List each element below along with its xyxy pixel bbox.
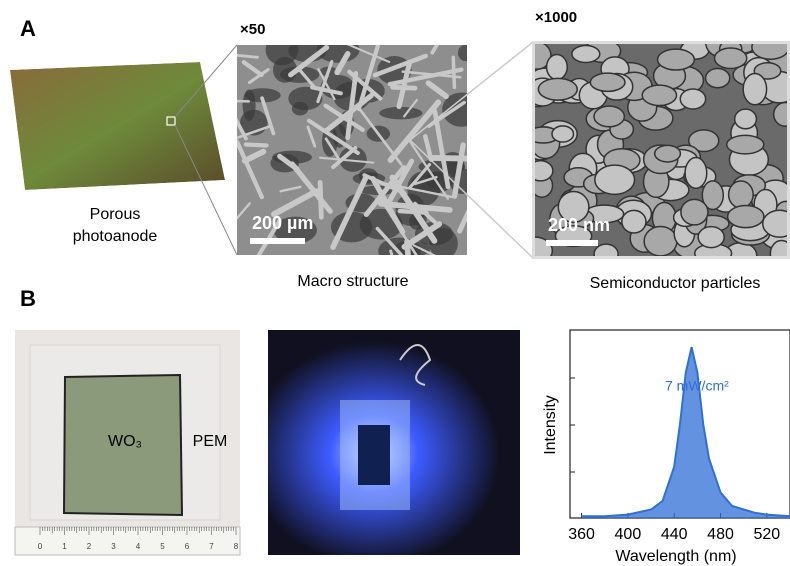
scale-bar	[546, 240, 598, 246]
pore	[292, 102, 308, 116]
ruler-label: 6	[185, 542, 190, 551]
scale-bar	[250, 238, 305, 244]
ruler	[15, 527, 240, 555]
caption: Semiconductor particles	[590, 275, 761, 292]
x-tick-label: 400	[615, 526, 642, 543]
particle	[655, 145, 681, 162]
scale-bar-label: 200 nm	[548, 215, 610, 235]
pore	[458, 45, 474, 62]
caption: Macro structure	[297, 273, 408, 290]
ruler-label: 2	[87, 542, 92, 551]
x-tick-label: 440	[661, 526, 688, 543]
panel-label: A	[20, 16, 36, 41]
particle	[572, 46, 600, 63]
particle	[594, 106, 624, 127]
particle	[547, 55, 568, 80]
figure: A Porous photoanode ×50 200 µm Macro str…	[0, 0, 790, 566]
sample-label: Porous	[90, 206, 141, 223]
surface-map	[10, 62, 225, 190]
strut	[246, 144, 267, 145]
strut	[393, 87, 415, 88]
ruler-label: 0	[38, 542, 43, 551]
particle	[590, 73, 625, 91]
x-tick-label: 480	[707, 526, 734, 543]
membrane-label: PEM	[193, 433, 228, 450]
particle	[528, 161, 553, 181]
sem-image	[196, 0, 491, 319]
ruler-label: 7	[209, 542, 214, 551]
x-axis-label: Wavelength (nm)	[615, 548, 736, 565]
particle	[595, 165, 635, 194]
particle	[622, 210, 646, 233]
magnification: ×1000	[535, 9, 577, 26]
ruler-label: 8	[234, 542, 239, 551]
particle	[706, 68, 730, 87]
particle	[658, 49, 695, 70]
y-axis-label: Intensity	[542, 395, 559, 455]
particle	[552, 126, 574, 142]
strut	[453, 57, 454, 87]
sample-label: photoanode	[73, 228, 158, 245]
particle	[728, 206, 764, 228]
particle	[538, 78, 577, 100]
particle	[685, 158, 707, 189]
particle	[715, 48, 747, 68]
particle	[743, 74, 766, 105]
particle	[735, 109, 757, 129]
y-ticks	[570, 378, 575, 472]
magnification: ×50	[240, 21, 265, 38]
cell-window	[358, 425, 390, 485]
particle	[729, 181, 754, 208]
particle	[727, 135, 764, 153]
scale-bar-label: 200 µm	[252, 213, 313, 233]
particle	[644, 226, 677, 256]
particle	[642, 85, 676, 105]
x-tick-label: 520	[753, 526, 780, 543]
particle	[680, 89, 705, 109]
ruler-label: 1	[62, 542, 67, 551]
pore	[379, 107, 422, 120]
ruler-label: 5	[160, 542, 165, 551]
particle	[752, 35, 789, 59]
particle	[698, 227, 724, 248]
panel-label: B	[20, 286, 36, 311]
particle	[763, 210, 790, 237]
x-tick-label: 360	[568, 526, 595, 543]
film-label: WO₃	[108, 433, 142, 450]
strut	[432, 0, 469, 53]
ruler-label: 3	[111, 542, 116, 551]
strut	[433, 158, 474, 159]
particle	[681, 199, 708, 225]
ruler-label: 4	[136, 542, 141, 551]
particle	[594, 244, 618, 264]
